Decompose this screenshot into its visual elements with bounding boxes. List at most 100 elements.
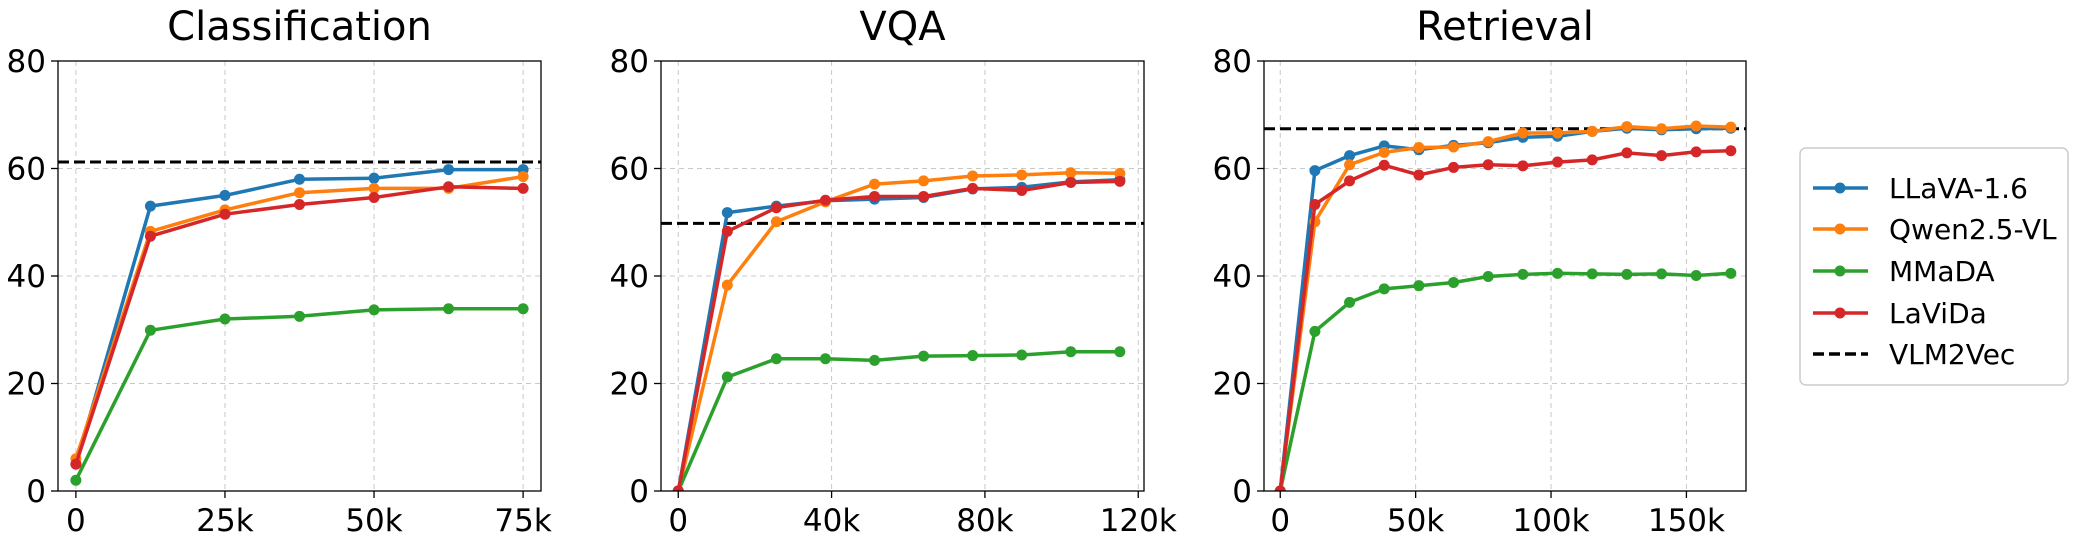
data-point: [1448, 141, 1460, 153]
legend-label: LLaVA-1.6: [1889, 172, 2028, 205]
data-point: [672, 485, 684, 491]
data-point: [1413, 169, 1425, 181]
x-tick-label: 80k: [956, 503, 1013, 539]
charts-area: 0 25k 50k 75k 0 20 40 60 80 Classification 0 40k 80k…: [7, 4, 1747, 539]
y-tick-label: 80: [610, 44, 649, 80]
x-tick-label: 40k: [803, 503, 860, 539]
chart-title: Classification: [167, 4, 432, 50]
data-point: [1517, 268, 1529, 280]
y-tick-label: 80: [7, 44, 46, 80]
data-point: [443, 181, 455, 193]
data-point: [144, 200, 156, 212]
legend-label: MMaDA: [1889, 255, 1995, 288]
data-point: [70, 474, 82, 486]
data-point: [1114, 175, 1126, 187]
data-point: [517, 171, 529, 183]
legend-marker: [1834, 265, 1846, 277]
data-point: [1690, 269, 1702, 281]
data-point: [918, 190, 930, 202]
data-point: [918, 350, 930, 362]
series-line: [1278, 124, 1731, 491]
data-point: [1552, 156, 1564, 168]
series-mmada: [1274, 267, 1737, 491]
data-point: [368, 172, 380, 184]
data-point: [219, 313, 231, 325]
data-point: [1725, 145, 1737, 157]
data-point: [1586, 268, 1598, 280]
data-point: [1690, 120, 1702, 132]
x-tick-label: 0: [1270, 503, 1290, 539]
data-point: [294, 187, 305, 199]
data-point: [1656, 123, 1668, 135]
series-lavida: [1274, 145, 1737, 491]
data-point: [721, 225, 733, 237]
series-line: [1278, 271, 1731, 491]
data-point: [1016, 349, 1028, 361]
data-point: [294, 310, 305, 322]
data-point: [1344, 159, 1356, 171]
series-llava-1-6: [672, 174, 1126, 491]
x-tick-label: 50k: [1387, 503, 1444, 539]
data-point: [1274, 485, 1286, 491]
y-tick-label: 40: [1213, 259, 1252, 295]
data-point: [219, 189, 231, 201]
data-point: [1065, 167, 1077, 179]
data-point: [1621, 121, 1633, 133]
y-tick-label: 80: [1213, 44, 1252, 80]
series-mmada: [70, 303, 529, 486]
data-point: [443, 303, 455, 315]
legend-entry-lavida: LaViDa: [1813, 297, 1987, 330]
data-point: [1065, 346, 1077, 358]
data-point: [1482, 136, 1494, 148]
data-point: [368, 192, 380, 204]
x-tick-label: 50k: [345, 503, 402, 539]
data-point: [1621, 268, 1633, 280]
data-point: [819, 353, 831, 365]
data-point: [721, 279, 733, 291]
data-point: [967, 170, 979, 182]
data-point: [1114, 346, 1126, 358]
data-point: [1656, 150, 1668, 162]
data-point: [1065, 176, 1077, 188]
data-point: [1656, 268, 1668, 280]
y-tick-label: 60: [7, 152, 46, 188]
series-line: [1278, 149, 1731, 491]
data-point: [1114, 167, 1126, 179]
data-point: [918, 175, 930, 187]
data-point: [1482, 159, 1494, 171]
y-tick-label: 40: [7, 259, 46, 295]
legend-marker: [1834, 307, 1846, 319]
data-point: [443, 164, 455, 176]
data-point: [1378, 283, 1390, 295]
y-tick-label: 60: [610, 152, 649, 188]
series-line: [676, 350, 1120, 491]
legend-frame: [1799, 147, 2069, 386]
data-point: [1309, 199, 1321, 211]
legend-entry-mmada: MMaDA: [1813, 255, 1995, 288]
data-point: [144, 230, 156, 242]
y-tick-label: 20: [1213, 367, 1252, 403]
data-point: [967, 182, 979, 194]
data-point: [1586, 125, 1598, 137]
data-point: [770, 202, 782, 214]
data-point: [368, 182, 380, 194]
data-point: [721, 371, 733, 383]
legend-label: VLM2Vec: [1889, 338, 2015, 371]
x-tick-label: 120k: [1100, 503, 1177, 539]
data-point: [144, 324, 156, 336]
data-point: [1725, 267, 1737, 279]
legend-marker: [1834, 182, 1846, 194]
data-point: [1448, 276, 1460, 288]
data-point: [721, 207, 733, 219]
legend-marker: [1834, 223, 1846, 235]
data-point: [819, 194, 831, 206]
data-point: [869, 178, 881, 190]
series-line: [676, 178, 1120, 491]
series-lavida: [70, 181, 529, 470]
data-point: [1344, 175, 1356, 187]
series-mmada: [672, 346, 1126, 491]
chart-panel-2: 0 50k 100k 150k 0 20 40 60 80 Retrieval: [1213, 4, 1747, 539]
data-point: [1690, 146, 1702, 158]
data-point: [219, 208, 231, 220]
